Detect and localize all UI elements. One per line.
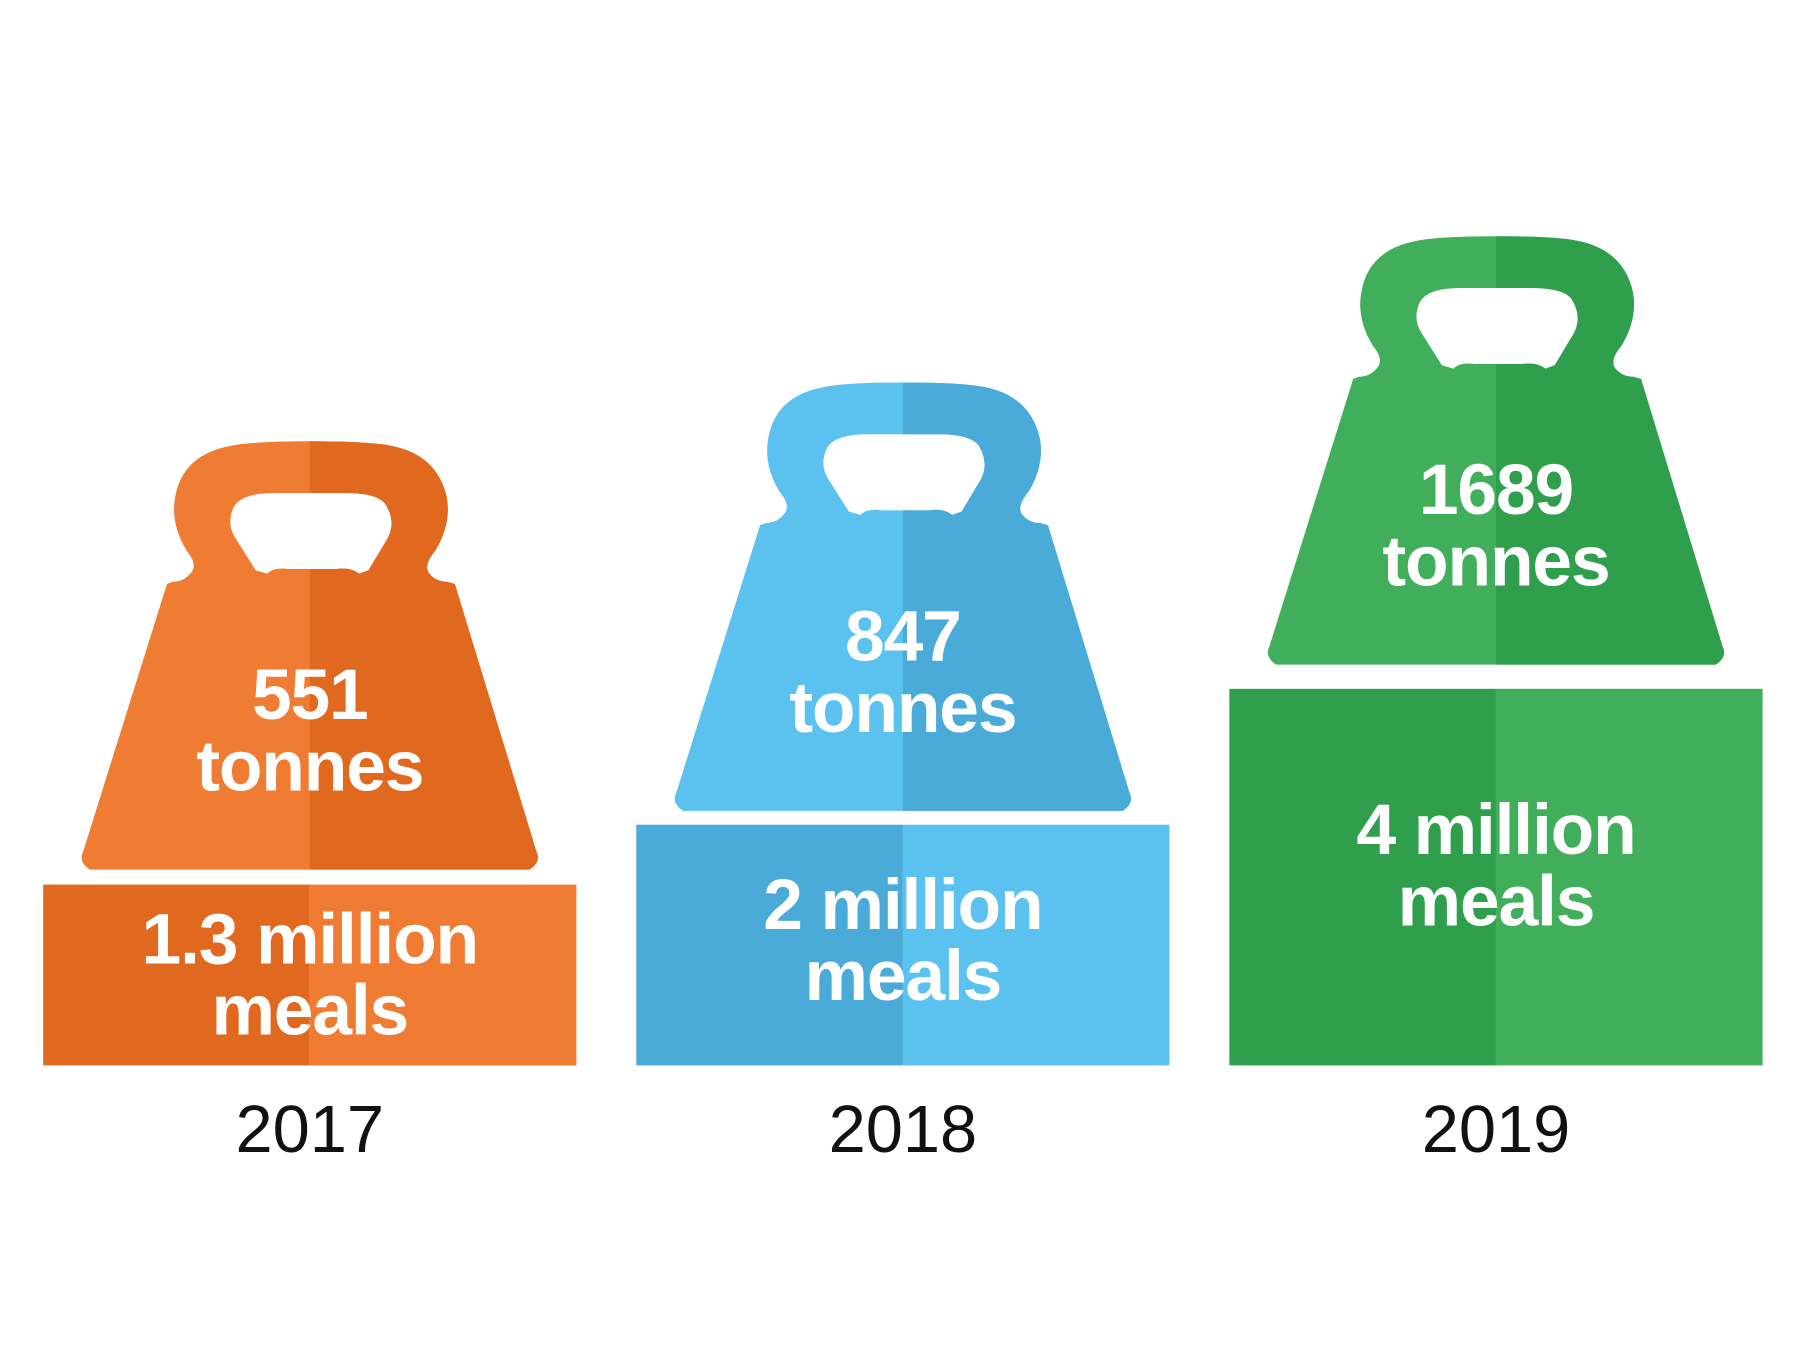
year-label: 2019: [1422, 1093, 1571, 1167]
meals-label: meals: [211, 971, 408, 1051]
meals-label: meals: [1398, 861, 1595, 941]
meals-box-left: [1229, 688, 1496, 1066]
meals-label: 4 million: [1356, 790, 1635, 870]
meals-label: meals: [805, 936, 1002, 1016]
weight-label: 551: [252, 655, 368, 735]
weight-label: 1689: [1419, 450, 1573, 530]
weight-label: tonnes: [1382, 522, 1609, 602]
meals-label: 2 million: [763, 865, 1042, 945]
meals-box-right: [309, 884, 577, 1066]
weight-label: tonnes: [789, 668, 1016, 748]
meals-box-right: [902, 824, 1170, 1066]
meals-label: 1.3 million: [142, 899, 478, 979]
weight-label: 847: [845, 596, 961, 676]
meals-box-right: [1495, 688, 1763, 1066]
meals-box-left: [636, 824, 903, 1066]
year-label: 2017: [236, 1093, 385, 1167]
year-label: 2018: [829, 1093, 978, 1167]
weight-label: tonnes: [196, 727, 423, 807]
meals-box-left: [43, 884, 310, 1066]
